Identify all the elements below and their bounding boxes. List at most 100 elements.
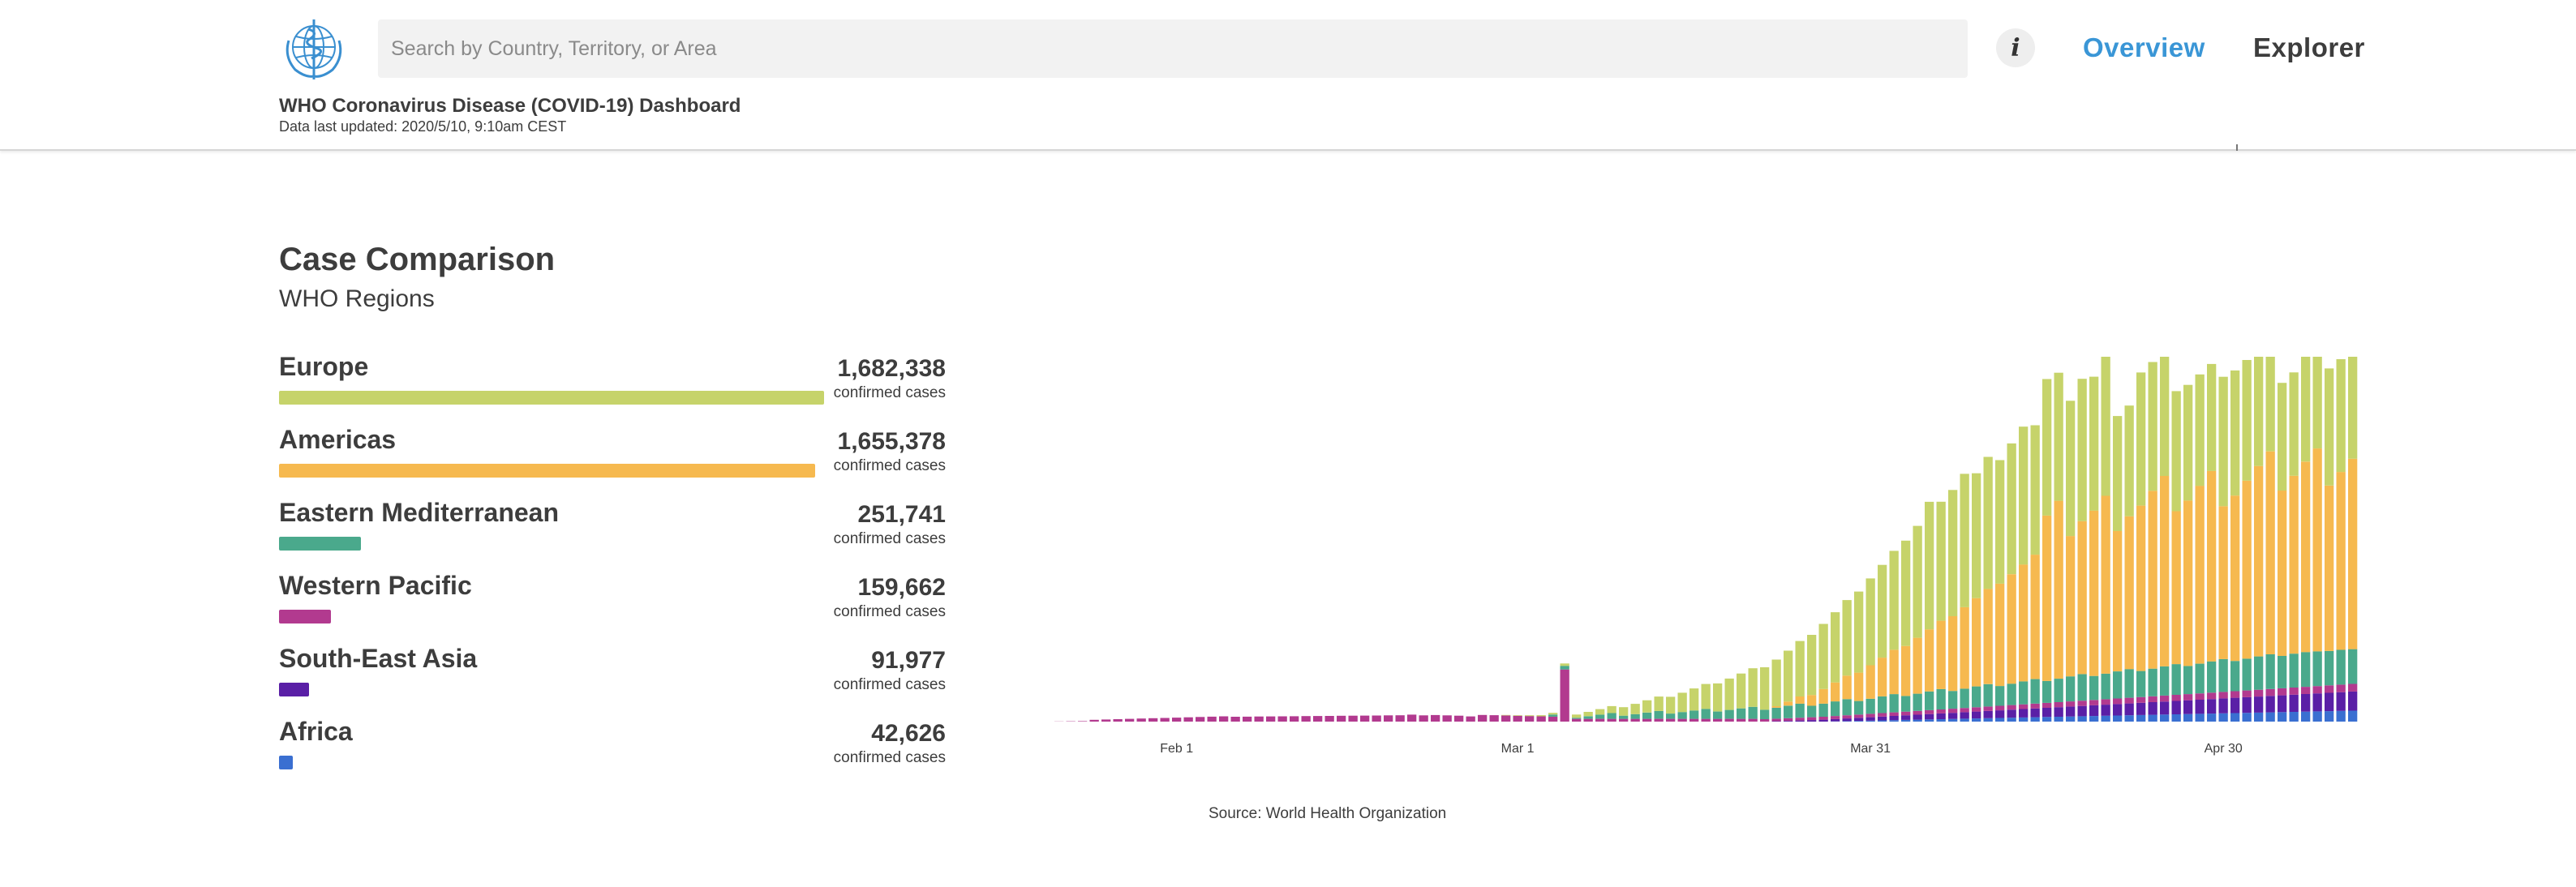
day-bar-stack[interactable] <box>1395 715 1405 722</box>
bar-segment-western-pacific[interactable] <box>2171 695 2181 701</box>
day-bar-stack[interactable] <box>1324 716 1334 722</box>
bar-segment-europe[interactable] <box>1548 713 1558 715</box>
day-bar-stack[interactable] <box>1548 713 1558 722</box>
bar-segment-south-east-asia[interactable] <box>2195 700 2205 714</box>
bar-segment-eastern-mediterranean[interactable] <box>1925 691 1934 710</box>
bar-segment-south-east-asia[interactable] <box>2113 704 2123 716</box>
bar-segment-eastern-mediterranean[interactable] <box>2171 664 2181 695</box>
day-bar-stack[interactable] <box>1701 683 1711 722</box>
day-bar-stack[interactable] <box>2336 359 2346 722</box>
bar-segment-americas[interactable] <box>2124 516 2134 670</box>
bar-segment-western-pacific[interactable] <box>2042 702 2052 708</box>
bar-segment-europe[interactable] <box>1677 692 1687 713</box>
bar-segment-eastern-mediterranean[interactable] <box>2136 671 2146 697</box>
day-bar-stack[interactable] <box>1313 716 1323 722</box>
bar-segment-western-pacific[interactable] <box>2148 696 2157 702</box>
bar-segment-africa[interactable] <box>2336 710 2346 722</box>
bar-segment-eastern-mediterranean[interactable] <box>1818 703 1828 717</box>
bar-segment-americas[interactable] <box>2066 536 2076 677</box>
day-bar-stack[interactable] <box>1089 719 1099 722</box>
bar-segment-americas[interactable] <box>2301 461 2311 653</box>
bar-segment-western-pacific[interactable] <box>1525 716 1535 722</box>
day-bar-stack[interactable] <box>1525 715 1535 722</box>
day-bar-stack[interactable] <box>2265 357 2275 722</box>
day-bar-stack[interactable] <box>1724 678 1734 722</box>
bar-segment-western-pacific[interactable] <box>1607 718 1616 722</box>
bar-segment-western-pacific[interactable] <box>1089 719 1099 722</box>
day-bar-stack[interactable] <box>2325 368 2334 722</box>
day-bar-stack[interactable] <box>1677 692 1687 722</box>
day-bar-stack[interactable] <box>1536 715 1546 722</box>
bar-segment-western-pacific[interactable] <box>1748 718 1758 722</box>
bar-segment-eastern-mediterranean[interactable] <box>2042 680 2052 703</box>
bar-segment-americas[interactable] <box>2265 451 2275 654</box>
daily-cases-chart[interactable]: Feb 1 Mar 1 Mar 31 Apr 30 <box>1054 357 2368 778</box>
bar-segment-americas[interactable] <box>2171 511 2181 665</box>
day-bar-stack[interactable] <box>1948 490 1958 722</box>
day-bar-stack[interactable] <box>2148 362 2157 722</box>
day-bar-stack[interactable] <box>1172 718 1182 722</box>
bar-segment-western-pacific[interactable] <box>1290 716 1299 722</box>
day-bar-stack[interactable] <box>1419 715 1428 722</box>
bar-segment-africa[interactable] <box>2289 712 2299 722</box>
bar-segment-eastern-mediterranean[interactable] <box>1948 691 1958 709</box>
bar-segment-americas[interactable] <box>1936 620 1946 689</box>
day-bar-stack[interactable] <box>1654 696 1664 722</box>
bar-segment-europe[interactable] <box>2336 359 2346 473</box>
bar-segment-eastern-mediterranean[interactable] <box>1842 699 1852 716</box>
bar-segment-americas[interactable] <box>1972 598 1981 687</box>
day-bar-stack[interactable] <box>1337 715 1346 722</box>
day-bar-stack[interactable] <box>1442 715 1452 722</box>
bar-segment-americas[interactable] <box>2136 505 2146 671</box>
bar-segment-americas[interactable] <box>1865 665 1875 699</box>
bar-segment-africa[interactable] <box>2019 717 2029 722</box>
bar-segment-europe[interactable] <box>2254 357 2264 466</box>
bar-segment-eastern-mediterranean[interactable] <box>1807 705 1817 718</box>
bar-segment-americas[interactable] <box>1901 645 1911 696</box>
bar-segment-south-east-asia[interactable] <box>2019 709 2029 718</box>
bar-segment-americas[interactable] <box>2148 491 2157 669</box>
bar-segment-africa[interactable] <box>1960 718 1969 722</box>
bar-segment-south-east-asia[interactable] <box>2289 694 2299 712</box>
bar-segment-americas[interactable] <box>2336 472 2346 650</box>
day-bar-stack[interactable] <box>2289 372 2299 722</box>
bar-segment-americas[interactable] <box>1878 658 1887 696</box>
bar-segment-europe[interactable] <box>1878 564 1887 658</box>
bar-segment-western-pacific[interactable] <box>2312 686 2322 694</box>
bar-segment-eastern-mediterranean[interactable] <box>1748 706 1758 719</box>
day-bar-stack[interactable] <box>2242 360 2252 722</box>
bar-segment-africa[interactable] <box>2089 716 2099 722</box>
bar-segment-africa[interactable] <box>2278 712 2287 722</box>
bar-segment-africa[interactable] <box>2160 714 2170 722</box>
day-bar-stack[interactable] <box>1913 525 1922 722</box>
bar-segment-western-pacific[interactable] <box>1784 718 1793 722</box>
bar-segment-africa[interactable] <box>2325 711 2334 722</box>
bar-segment-western-pacific[interactable] <box>2207 692 2217 700</box>
bar-segment-americas[interactable] <box>1818 688 1828 704</box>
day-bar-stack[interactable] <box>1136 718 1146 722</box>
bar-segment-eastern-mediterranean[interactable] <box>2325 650 2334 686</box>
bar-segment-africa[interactable] <box>1865 720 1875 722</box>
bar-segment-south-east-asia[interactable] <box>1878 716 1887 721</box>
bar-segment-western-pacific[interactable] <box>1277 716 1287 722</box>
bar-segment-europe[interactable] <box>1913 525 1922 638</box>
bar-segment-western-pacific[interactable] <box>2195 693 2205 700</box>
bar-segment-western-pacific[interactable] <box>1654 718 1664 722</box>
bar-segment-europe[interactable] <box>1501 714 1511 716</box>
day-bar-stack[interactable] <box>1290 716 1299 722</box>
bar-segment-western-pacific[interactable] <box>1160 718 1170 722</box>
region-row-americas[interactable]: Americas 1,655,378 confirmed cases <box>279 425 946 498</box>
bar-segment-europe[interactable] <box>2148 362 2157 491</box>
bar-segment-eastern-mediterranean[interactable] <box>1913 693 1922 711</box>
bar-segment-africa[interactable] <box>2195 713 2205 722</box>
bar-segment-south-east-asia[interactable] <box>1818 719 1828 722</box>
bar-segment-western-pacific[interactable] <box>1136 718 1146 722</box>
bar-segment-europe[interactable] <box>2230 370 2240 496</box>
bar-segment-western-pacific[interactable] <box>1501 715 1511 722</box>
bar-segment-western-pacific[interactable] <box>1925 709 1934 714</box>
bar-segment-africa[interactable] <box>2066 716 2076 722</box>
bar-segment-western-pacific[interactable] <box>1689 718 1699 722</box>
bar-segment-americas[interactable] <box>1948 615 1958 692</box>
bar-segment-europe[interactable] <box>1701 683 1711 709</box>
bar-segment-europe[interactable] <box>2007 443 2016 575</box>
